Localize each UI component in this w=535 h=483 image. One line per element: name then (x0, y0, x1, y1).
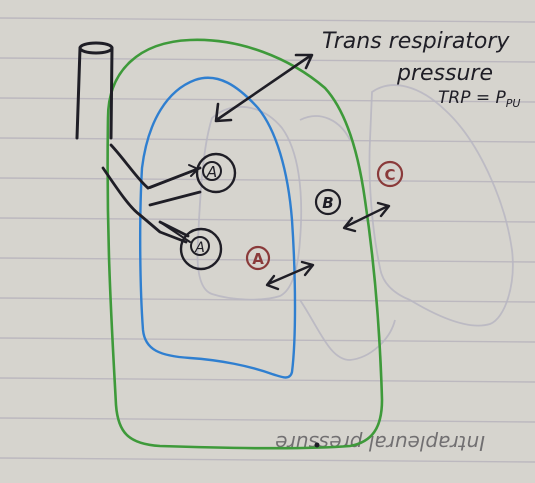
alveolus-bottom: A (179, 227, 223, 271)
zone-c-label: C (384, 166, 395, 184)
zone-b-label: B (322, 194, 333, 212)
lung-outline (138, 76, 297, 379)
alveolus-top-label: A (206, 163, 217, 181)
trans-respiratory-arrow (214, 53, 314, 123)
alveolus-bottom-label: A (194, 240, 205, 256)
zone-b-arrow (342, 201, 391, 233)
annotation-line3: TRP = PPU (438, 88, 520, 110)
bleed-through-text: Intrapleural pressure (275, 431, 485, 455)
zone-a-label: A (252, 250, 264, 268)
trachea (75, 41, 114, 140)
zone-a-marker: A (245, 245, 271, 271)
pressure-annotation: Trans respiratory pressure TRP = PPU (322, 29, 520, 110)
zone-a-arrow (265, 260, 315, 291)
alveolus-top: A (195, 152, 237, 194)
chest-wall-outline (106, 38, 384, 450)
annotation-line1: Trans respiratory (322, 29, 510, 54)
ruled-lines (0, 17, 535, 463)
ink-dot (314, 442, 320, 448)
zone-b-marker: B (314, 188, 342, 216)
annotation-line2: pressure (396, 61, 493, 86)
zone-c-marker: C (376, 160, 404, 188)
